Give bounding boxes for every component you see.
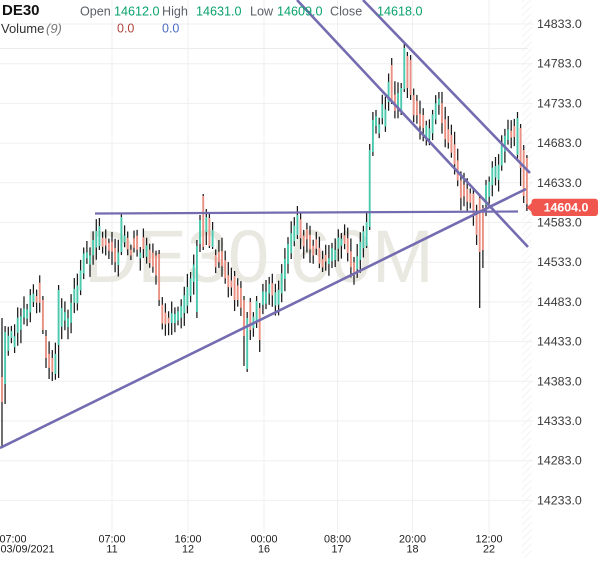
svg-text:14333.0: 14333.0 — [537, 414, 582, 428]
svg-text:14733.0: 14733.0 — [537, 96, 582, 110]
svg-text:14483.0: 14483.0 — [537, 295, 582, 309]
svg-text:14533.0: 14533.0 — [537, 255, 582, 269]
svg-text:00:00: 00:00 — [250, 534, 277, 546]
svg-text:08:00: 08:00 — [324, 534, 351, 546]
svg-text:Low: Low — [250, 5, 274, 19]
svg-text:20:00: 20:00 — [399, 534, 426, 546]
svg-text:14612.0: 14612.0 — [114, 5, 160, 19]
svg-text:14383.0: 14383.0 — [537, 374, 582, 388]
svg-text:0.0: 0.0 — [117, 22, 134, 36]
svg-text:(9): (9) — [46, 21, 62, 36]
svg-text:16:00: 16:00 — [174, 534, 201, 546]
svg-text:03/09/2021: 03/09/2021 — [1, 544, 55, 556]
svg-text:14283.0: 14283.0 — [537, 454, 582, 468]
svg-text:0.0: 0.0 — [162, 22, 179, 36]
svg-text:14233.0: 14233.0 — [537, 493, 582, 507]
svg-text:14783.0: 14783.0 — [537, 57, 582, 71]
svg-text:17: 17 — [331, 544, 343, 556]
svg-text:14633.0: 14633.0 — [537, 176, 582, 190]
svg-text:14631.0: 14631.0 — [196, 5, 242, 19]
svg-text:22: 22 — [483, 544, 495, 556]
svg-text:12: 12 — [182, 544, 194, 556]
svg-text:07:00: 07:00 — [0, 534, 27, 546]
svg-text:14833.0: 14833.0 — [537, 17, 582, 31]
svg-text:18: 18 — [406, 544, 418, 556]
svg-text:Open: Open — [80, 5, 111, 19]
svg-text:14618.0: 14618.0 — [377, 5, 423, 19]
svg-text:14683.0: 14683.0 — [537, 136, 582, 150]
svg-text:Close: Close — [330, 5, 362, 19]
svg-text:07:00: 07:00 — [98, 534, 125, 546]
svg-text:Volume: Volume — [1, 21, 44, 36]
svg-text:High: High — [162, 5, 188, 19]
svg-text:16: 16 — [258, 544, 270, 556]
svg-text:14583.0: 14583.0 — [537, 216, 582, 230]
svg-text:DE30: DE30 — [2, 2, 40, 19]
svg-text:DE30,60M: DE30,60M — [84, 215, 434, 298]
svg-text:11: 11 — [106, 544, 117, 556]
svg-text:12:00: 12:00 — [475, 534, 502, 546]
svg-text:14609.0: 14609.0 — [277, 5, 323, 19]
svg-text:14433.0: 14433.0 — [537, 335, 582, 349]
svg-text:14604.0: 14604.0 — [544, 201, 589, 215]
